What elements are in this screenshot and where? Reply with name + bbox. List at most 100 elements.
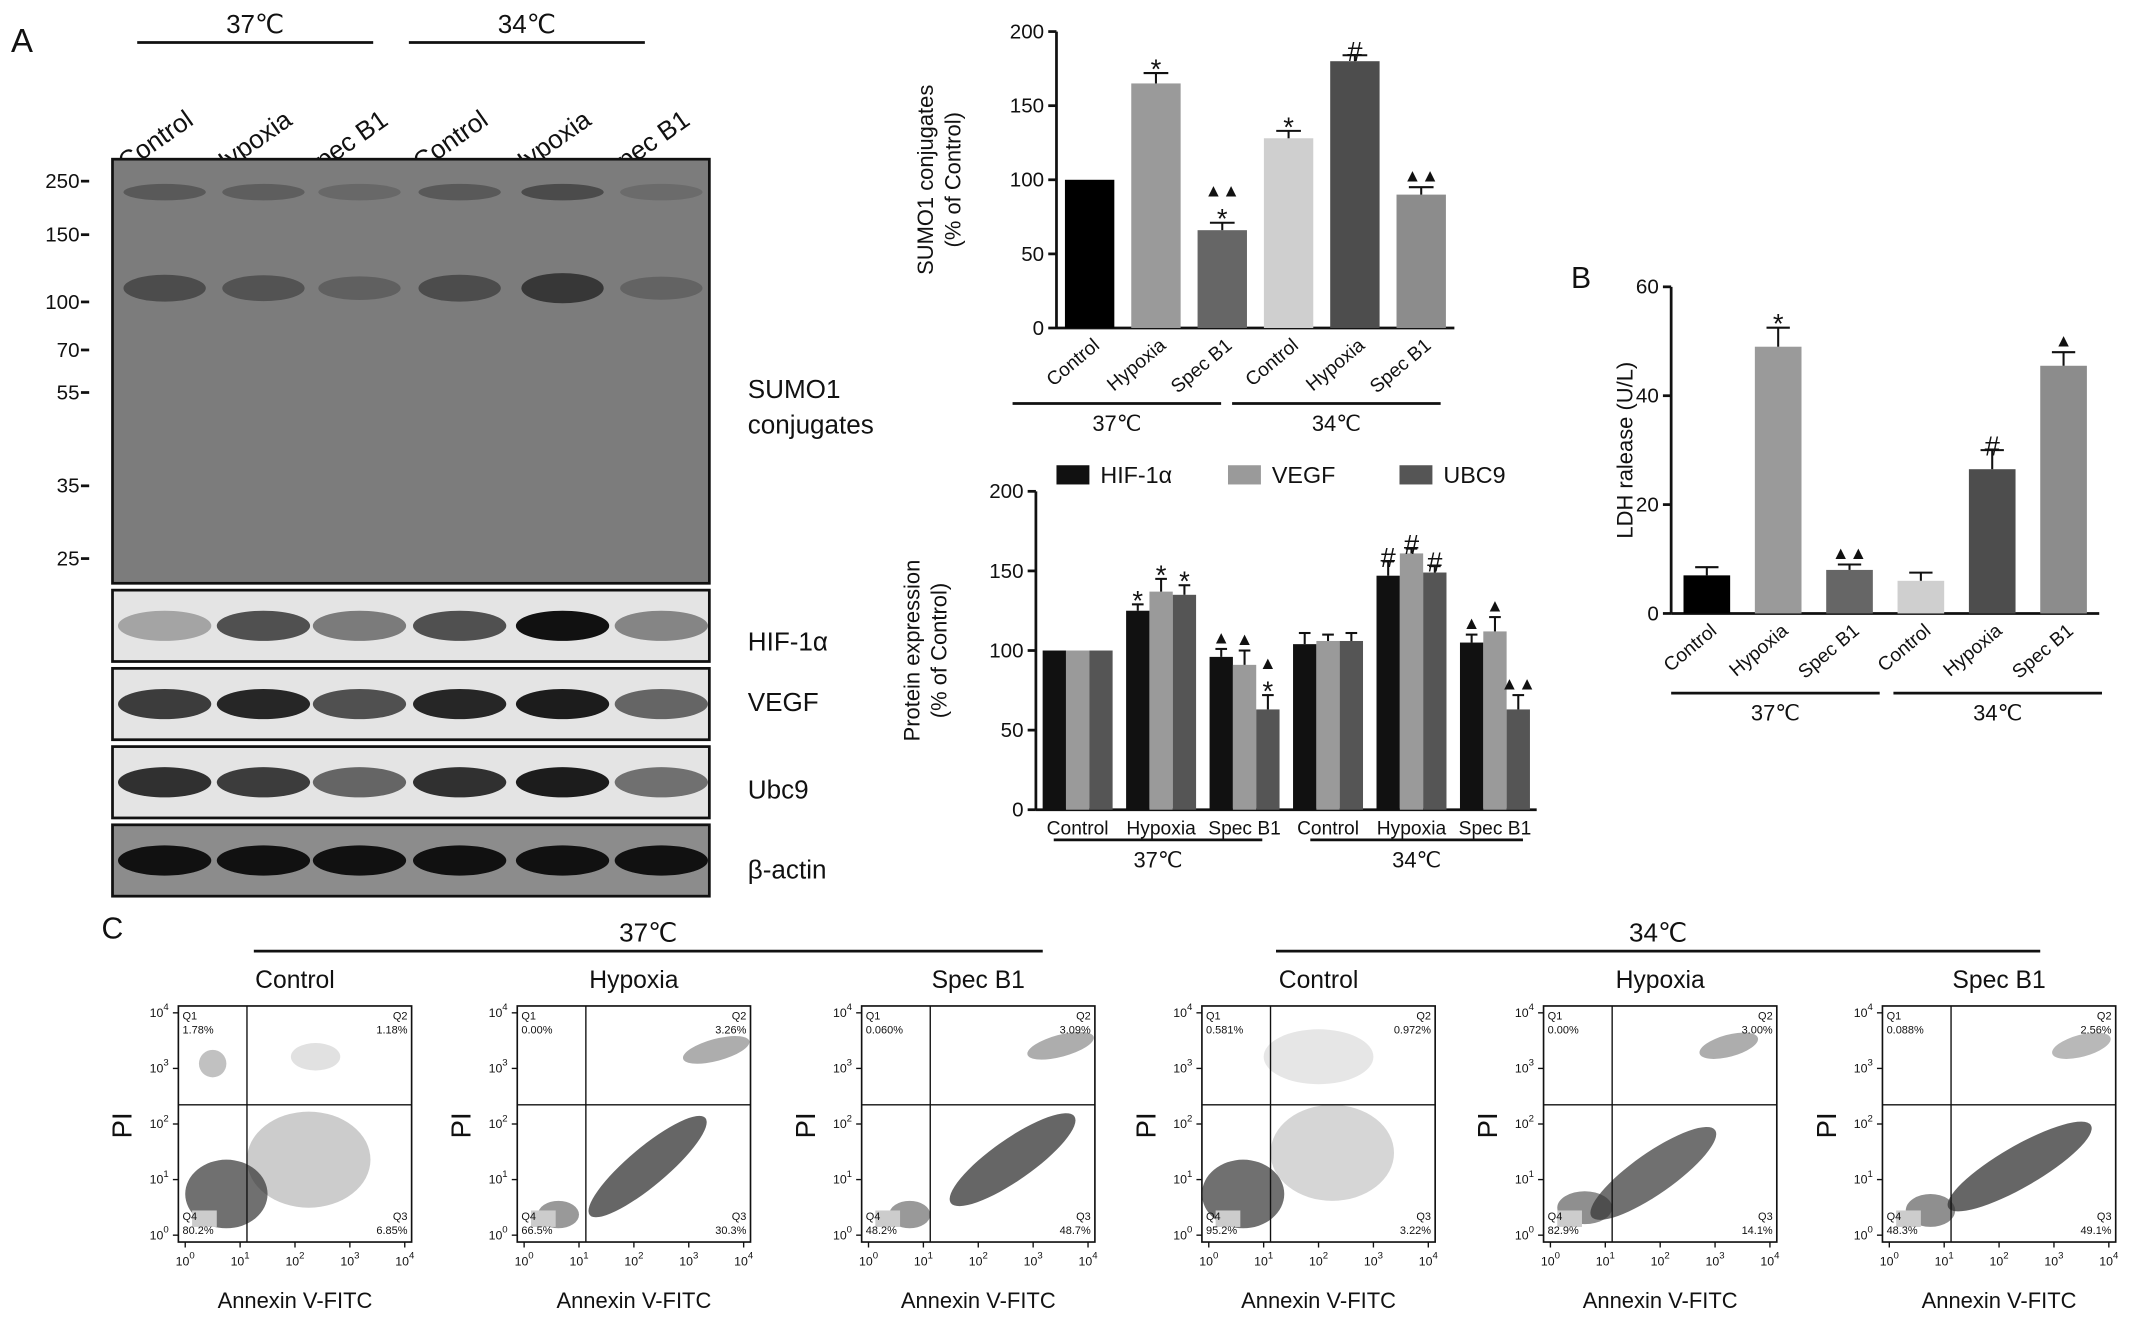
y-tick-label: 103 xyxy=(150,1058,169,1076)
blot-band xyxy=(620,276,703,300)
y-tick-label: 104 xyxy=(150,1002,170,1020)
gate-box xyxy=(192,1210,217,1227)
quadrant-value: 0.088% xyxy=(1887,1024,1924,1036)
tick-base: 10 xyxy=(1173,1062,1187,1076)
blot-band xyxy=(412,845,507,876)
blot-band xyxy=(614,767,708,798)
quadrant-name: Q4 xyxy=(521,1211,536,1223)
x-tick-label: 101 xyxy=(1254,1250,1273,1268)
blot-band xyxy=(117,688,212,720)
annotation: ▲▲ xyxy=(1205,181,1240,201)
x-tick-label: 103 xyxy=(1024,1250,1043,1268)
annotation: ▲ xyxy=(1486,596,1504,616)
quadrant-value: 48.3% xyxy=(1887,1225,1918,1237)
tick-base: 10 xyxy=(489,1228,503,1242)
x-tick-label: Spec B1 xyxy=(1208,818,1281,839)
x-axis-label: Annexin V-FITC xyxy=(901,1288,1056,1313)
x-tick-label: 100 xyxy=(176,1250,195,1268)
annotation: # xyxy=(1381,542,1397,573)
blot-band xyxy=(515,845,610,876)
y-tick-label: 103 xyxy=(1173,1058,1192,1076)
quadrant-value: 0.00% xyxy=(1548,1024,1579,1036)
quadrant-name: Q2 xyxy=(393,1011,408,1023)
blot-band xyxy=(312,845,407,876)
tick-exponent: 1 xyxy=(1868,1169,1873,1180)
bar xyxy=(1042,650,1066,810)
event-cloud xyxy=(1590,1126,1717,1220)
tick-base: 10 xyxy=(515,1254,529,1268)
x-tick-label: 101 xyxy=(231,1250,250,1268)
bar xyxy=(1423,572,1447,810)
y-tick-label: 102 xyxy=(1515,1113,1534,1131)
x-tick-label: 102 xyxy=(1309,1250,1328,1268)
tick-base: 10 xyxy=(2099,1254,2113,1268)
marker-label: 35 xyxy=(57,475,80,498)
tick-base: 10 xyxy=(1173,1173,1187,1187)
annotation: * xyxy=(1156,559,1167,590)
x-axis-label: Annexin V-FITC xyxy=(1241,1288,1396,1313)
y-tick-label: 60 xyxy=(1636,276,1659,299)
y-tick-label: 100 xyxy=(833,1224,852,1242)
tick-base: 10 xyxy=(1854,1062,1868,1076)
tick-base: 10 xyxy=(150,1173,164,1187)
y-tick-label: 103 xyxy=(1515,1058,1534,1076)
x-tick-label: Spec B1 xyxy=(2009,620,2078,683)
tick-exponent: 0 xyxy=(189,1250,194,1261)
x-tick-label: Control xyxy=(1874,620,1935,676)
bar xyxy=(1263,138,1314,329)
tick-base: 10 xyxy=(285,1254,299,1268)
tick-base: 10 xyxy=(150,1228,164,1242)
blot-band xyxy=(312,767,407,798)
y-tick-label: 0 xyxy=(1012,799,1023,822)
y-tick-label: 0 xyxy=(1033,317,1044,340)
tick-exponent: 0 xyxy=(1868,1224,1873,1235)
group-label: 34℃ xyxy=(1973,701,2022,726)
tick-base: 10 xyxy=(1935,1254,1949,1268)
marker-label: 150 xyxy=(45,224,79,247)
tick-exponent: 2 xyxy=(847,1113,852,1124)
tick-exponent: 4 xyxy=(1868,1002,1874,1013)
tick-exponent: 3 xyxy=(847,1058,852,1069)
quadrant-name: Q2 xyxy=(732,1011,747,1023)
tick-base: 10 xyxy=(734,1254,748,1268)
bar xyxy=(1968,469,2016,614)
blot-band xyxy=(614,688,708,720)
plot-title: Control xyxy=(255,967,335,994)
tick-exponent: 3 xyxy=(1378,1250,1383,1261)
tick-base: 10 xyxy=(859,1254,873,1268)
tick-exponent: 0 xyxy=(528,1250,533,1261)
bar xyxy=(1256,709,1280,810)
marker-label: 70 xyxy=(57,339,80,362)
marker-label: 25 xyxy=(57,547,80,570)
tick-exponent: 0 xyxy=(1555,1250,1560,1261)
quadrant-value: 6.85% xyxy=(376,1225,407,1237)
tick-base: 10 xyxy=(1173,1117,1187,1131)
tick-exponent: 1 xyxy=(1529,1169,1534,1180)
bar xyxy=(1396,194,1446,329)
quadrant-value: 0.581% xyxy=(1206,1024,1243,1036)
y-tick-label: 100 xyxy=(1173,1224,1192,1242)
annotation: ▲ xyxy=(1463,613,1481,633)
quadrant-value: 48.7% xyxy=(1060,1225,1091,1237)
tick-base: 10 xyxy=(833,1006,847,1020)
annotation: ▲▲ xyxy=(1404,166,1439,186)
annotation: ▲▲ xyxy=(1832,543,1867,563)
blot-band xyxy=(312,610,407,641)
gate-box xyxy=(530,1210,556,1227)
tick-base: 10 xyxy=(679,1254,693,1268)
x-tick-label: 100 xyxy=(859,1250,878,1268)
quadrant-value: 80.2% xyxy=(182,1225,213,1237)
bar xyxy=(1293,644,1317,810)
event-cloud xyxy=(1263,1029,1374,1085)
quadrant-name: Q1 xyxy=(866,1011,881,1023)
tick-base: 10 xyxy=(150,1117,164,1131)
x-tick-label: Hypoxia xyxy=(1103,335,1170,396)
quadrant-name: Q1 xyxy=(1887,1011,1902,1023)
tick-exponent: 3 xyxy=(354,1250,359,1261)
tick-base: 10 xyxy=(1541,1254,1555,1268)
y-tick-label: 150 xyxy=(1010,95,1044,118)
tick-base: 10 xyxy=(489,1062,503,1076)
marker-label: 250 xyxy=(45,170,79,193)
x-tick-label: 102 xyxy=(969,1250,988,1268)
